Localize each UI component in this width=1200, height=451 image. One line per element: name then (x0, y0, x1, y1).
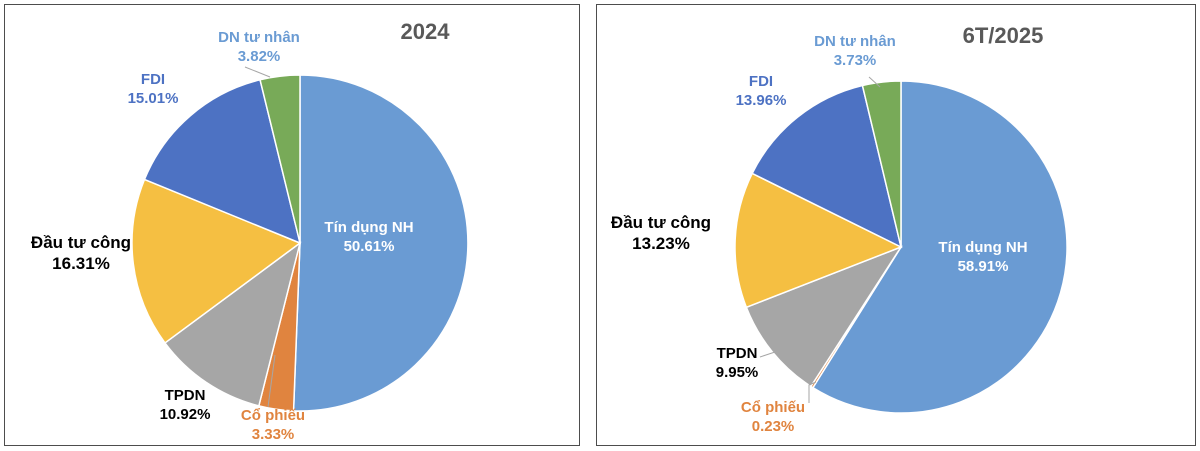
slice-label-tpdn: TPDN 9.95% (715, 345, 759, 381)
slice-label-tpdn: TPDN 10.92% (159, 387, 211, 423)
slice-label-fdi: FDI 13.96% (735, 73, 787, 109)
slice-label-dn-tu-nhan: DN tư nhân 3.82% (218, 29, 300, 65)
chart-title: 2024 (400, 19, 450, 44)
slice-label-tin-dung: Tín dụng NH 50.61% (324, 219, 414, 255)
slice-label-dn-tu-nhan: DN tư nhân 3.73% (814, 33, 896, 69)
chart-title: 6T/2025 (962, 23, 1044, 48)
slice-label-tin-dung: Tín dụng NH 58.91% (938, 239, 1028, 275)
pie-slice-tin-dung (811, 80, 1068, 414)
pie-chart-6t-2025 (734, 76, 1068, 414)
pie-slice-dn-tu-nhan (259, 74, 301, 244)
leader-line-co-phieu (808, 381, 817, 403)
leader-line-tpdn (759, 349, 782, 358)
pie-chart-2024 (131, 66, 469, 412)
pie-slice-tpdn (745, 245, 903, 388)
pie-slice-fdi (143, 78, 302, 245)
slice-label-co-phieu: Cổ phiếu 3.33% (240, 407, 306, 443)
chart-panel-6t-2025: 6T/2025 Tín dụng NH 58.91% Cổ phiếu 0.23… (596, 4, 1196, 446)
slice-label-co-phieu: Cổ phiếu 0.23% (740, 399, 806, 435)
pie-slice-dn-tu-nhan (861, 80, 902, 248)
pie-slice-fdi (751, 84, 903, 249)
slice-label-dau-tu-cong: Đầu tư công 13.23% (610, 213, 712, 253)
leader-line-dn-tu-nhan (244, 66, 271, 78)
slice-label-dau-tu-cong: Đầu tư công 16.31% (30, 233, 132, 273)
leader-line-dn-tu-nhan (868, 76, 881, 88)
pie-slice-tpdn (163, 241, 302, 407)
leader-line-tpdn (267, 354, 276, 408)
pie-slice-dau-tu-cong (131, 178, 302, 344)
chart-panel-2024: 2024 Tín dụng NH 50.61% Cổ phiếu 3.33% T… (4, 4, 580, 446)
pie-slice-dau-tu-cong (734, 172, 903, 309)
pie-slice-tin-dung (292, 74, 469, 412)
slice-label-fdi: FDI 15.01% (127, 71, 179, 107)
